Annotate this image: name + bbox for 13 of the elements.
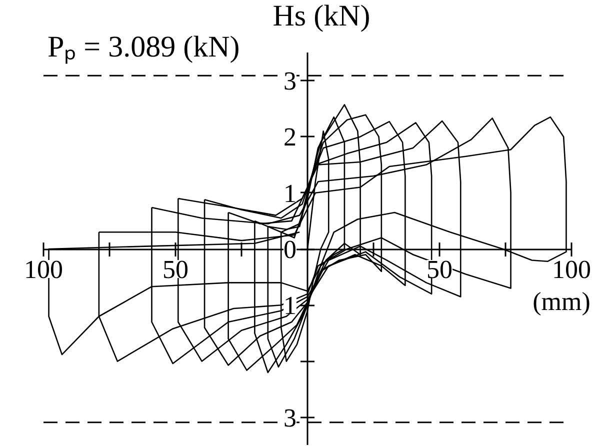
x-tick-label: 100 (24, 255, 63, 284)
y-tick-label: 3 (284, 403, 296, 432)
y-tick-label: 0 (284, 235, 296, 264)
x-tick-label: 50 (426, 255, 452, 284)
y-axis-title: Hs (kN) (272, 0, 370, 32)
x-axis-title: (mm) (532, 287, 590, 316)
y-tick-label: 1 (284, 178, 296, 208)
x-tick-label: 50 (162, 255, 188, 284)
ref-line-label: Pₚ = 3.089 (kN) (48, 30, 240, 65)
y-tick-label: 2 (284, 122, 296, 152)
x-tick-label: 100 (552, 255, 591, 284)
y-tick-label: 1 (284, 291, 296, 320)
y-tick-label: 3 (284, 66, 296, 96)
